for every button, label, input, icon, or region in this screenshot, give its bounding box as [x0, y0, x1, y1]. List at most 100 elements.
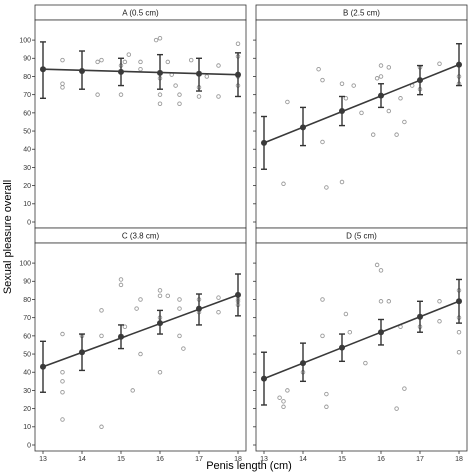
- mean-point: [79, 68, 85, 75]
- mean-point: [235, 291, 241, 298]
- data-point: [157, 36, 163, 41]
- data-point: [370, 132, 376, 137]
- data-point: [281, 399, 286, 404]
- y-tick-label: 60: [23, 110, 31, 117]
- data-point: [394, 132, 399, 137]
- data-point: [177, 297, 182, 302]
- data-point: [153, 37, 159, 43]
- y-tick-label: 70: [23, 92, 31, 99]
- mean-point: [300, 124, 306, 131]
- data-point: [122, 59, 128, 65]
- data-point: [60, 369, 65, 375]
- data-point: [165, 293, 171, 299]
- data-point: [196, 94, 202, 99]
- mean-point: [339, 108, 345, 115]
- y-tick-label: 100: [19, 37, 31, 44]
- y-axis-label: Sexual pleasure overall: [2, 180, 14, 294]
- panel-a: A (0.5 cm) 0 10 20 30 40 50 60 70 80 90 100: [19, 4, 247, 231]
- data-point: [320, 77, 325, 83]
- data-point: [320, 297, 325, 302]
- y-tick-label: 90: [23, 279, 31, 286]
- data-point: [177, 333, 182, 339]
- data-point: [378, 63, 384, 68]
- y-tick-label: 0: [27, 219, 31, 226]
- mean-point: [40, 363, 46, 370]
- data-point: [235, 41, 241, 46]
- mean-point: [235, 71, 241, 78]
- data-point: [157, 101, 163, 107]
- data-point: [216, 63, 221, 68]
- mean-point: [417, 77, 423, 84]
- data-point: [138, 351, 143, 357]
- data-point: [394, 406, 399, 411]
- x-tick-label: 13: [39, 456, 47, 463]
- fit-line: [42, 68, 239, 76]
- data-point: [281, 404, 286, 410]
- y-tick-label: 0: [27, 442, 31, 449]
- data-point: [216, 295, 221, 300]
- y-tick-label: 10: [23, 424, 31, 431]
- data-point: [177, 101, 182, 107]
- data-point: [359, 110, 364, 116]
- data-point: [177, 92, 182, 97]
- data-point: [285, 99, 290, 105]
- data-point: [285, 388, 290, 393]
- data-point: [386, 108, 392, 114]
- mean-point: [196, 305, 202, 312]
- data-point: [118, 277, 124, 282]
- y-tick-label: 100: [19, 260, 31, 267]
- panel-border: [34, 19, 247, 229]
- data-point: [386, 65, 392, 70]
- data-point: [351, 83, 356, 88]
- data-point: [130, 388, 135, 393]
- data-point: [316, 66, 321, 72]
- data-point: [138, 297, 143, 302]
- data-point: [99, 424, 104, 430]
- mean-point: [157, 69, 163, 76]
- y-tick-label: 40: [23, 147, 31, 154]
- data-point: [277, 395, 282, 400]
- data-point: [324, 185, 329, 190]
- data-point: [374, 262, 380, 268]
- panel-border: [34, 242, 247, 452]
- data-point: [363, 360, 368, 366]
- data-point: [402, 386, 407, 391]
- y-tick-label: 40: [23, 370, 31, 377]
- mean-point: [456, 298, 462, 305]
- data-point: [343, 311, 349, 317]
- data-point: [173, 83, 178, 88]
- facet-title: D (5 cm): [346, 232, 377, 241]
- mean-point: [196, 70, 202, 77]
- data-point: [347, 329, 353, 335]
- data-point: [456, 349, 462, 355]
- x-tick-label: 15: [117, 456, 125, 463]
- data-point: [324, 391, 329, 397]
- data-point: [374, 76, 380, 81]
- mean-point: [118, 333, 124, 340]
- panel-c: C (3.8 cm) 0 10 20 30 40 50 60 70 80 90 100 13 14 15 16…: [19, 227, 247, 463]
- data-point: [60, 379, 65, 384]
- data-point: [343, 96, 349, 101]
- y-tick-label: 70: [23, 315, 31, 322]
- y-tick-label: 60: [23, 333, 31, 340]
- data-point: [60, 57, 65, 63]
- data-point: [134, 306, 139, 311]
- y-tick-label: 30: [23, 388, 31, 395]
- data-point: [437, 61, 442, 66]
- mean-point: [157, 320, 163, 327]
- data-point: [320, 139, 325, 145]
- y-tick-label: 50: [23, 351, 31, 358]
- x-tick-label: 16: [156, 456, 164, 463]
- y-tick-label: 80: [23, 74, 31, 81]
- fit-line: [263, 63, 460, 144]
- data-point: [157, 288, 163, 293]
- data-point: [398, 96, 403, 101]
- data-point: [99, 57, 104, 63]
- y-tick-label: 10: [23, 201, 31, 208]
- mean-point: [79, 349, 85, 356]
- data-point: [138, 59, 143, 65]
- mean-point: [417, 313, 423, 320]
- y-tick-label: 80: [23, 297, 31, 304]
- data-point: [320, 333, 325, 339]
